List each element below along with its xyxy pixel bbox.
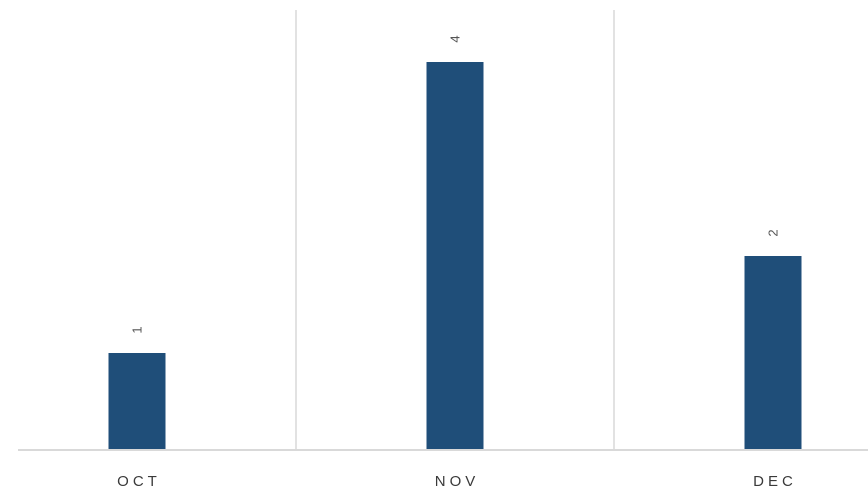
data-label-nov: 4 <box>448 35 463 42</box>
bars-group: 1 4 2 <box>108 35 802 450</box>
data-label-oct: 1 <box>130 326 145 333</box>
x-tick-label-oct: OCT <box>117 473 161 490</box>
bar-oct <box>108 353 166 450</box>
bar-dec <box>744 256 802 450</box>
x-tick-label-nov: NOV <box>435 473 480 490</box>
x-tick-label-dec: DEC <box>753 473 797 490</box>
category-labels-group: OCT NOV DEC <box>117 473 797 490</box>
bar-nov <box>426 62 484 450</box>
data-label-dec: 2 <box>766 229 781 236</box>
